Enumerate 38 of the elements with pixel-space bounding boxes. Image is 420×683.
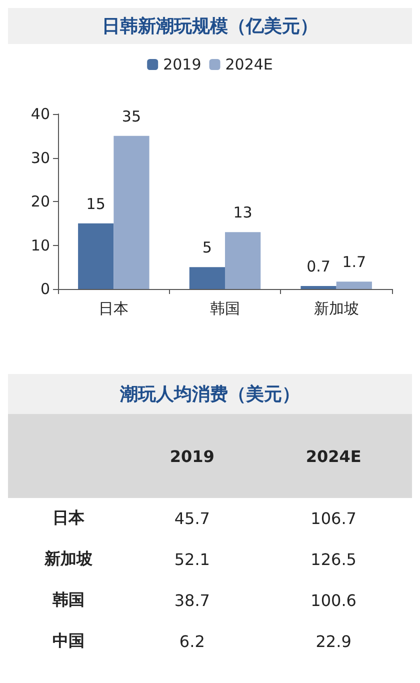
data-label: 52.1: [173, 549, 211, 571]
y-tick-label: 0: [40, 280, 50, 298]
data-label: 0.7: [306, 257, 330, 276]
category-label: 中国: [52, 630, 86, 652]
legend-label: 2024E: [225, 56, 273, 74]
bar: [114, 136, 150, 289]
y-tick-label: 40: [30, 105, 50, 123]
data-label: 45.7: [173, 508, 211, 530]
category-label: 新加坡: [43, 548, 94, 570]
legend-label: 2019: [163, 56, 202, 74]
data-label: 106.7: [310, 508, 358, 530]
x-tick-label: 日本: [98, 300, 129, 318]
x-tick-label: 新加坡: [314, 300, 359, 318]
data-label: 1.7: [342, 253, 366, 272]
data-label: 5: [202, 238, 212, 257]
text: 2019: [168, 446, 216, 468]
data-label: 35: [122, 107, 142, 126]
category-label: 日本: [52, 507, 86, 529]
data-label: 13: [233, 204, 252, 222]
chart-title: 日韩新潮玩规模（亿美元）: [8, 8, 412, 44]
bar: [189, 267, 225, 289]
bar: [336, 282, 372, 289]
y-tick-label: 30: [30, 148, 50, 167]
text: 潮玩人均消费（美元）: [8, 374, 412, 414]
data-label: 6.2: [178, 631, 206, 653]
y-tick-label: 10: [30, 236, 50, 254]
bar: [225, 232, 261, 289]
bar: [300, 286, 336, 289]
data-label: 22.9: [314, 631, 352, 653]
text: 2024E: [304, 446, 362, 468]
category-label: 韩国: [52, 589, 86, 611]
data-label: 126.5: [310, 549, 358, 571]
y-tick-label: 20: [30, 192, 50, 210]
data-label: 38.7: [173, 590, 211, 612]
data-label: 15: [86, 194, 106, 213]
x-tick-label: 韩国: [210, 300, 240, 318]
data-label: 100.6: [310, 590, 358, 612]
bar: [78, 223, 114, 289]
